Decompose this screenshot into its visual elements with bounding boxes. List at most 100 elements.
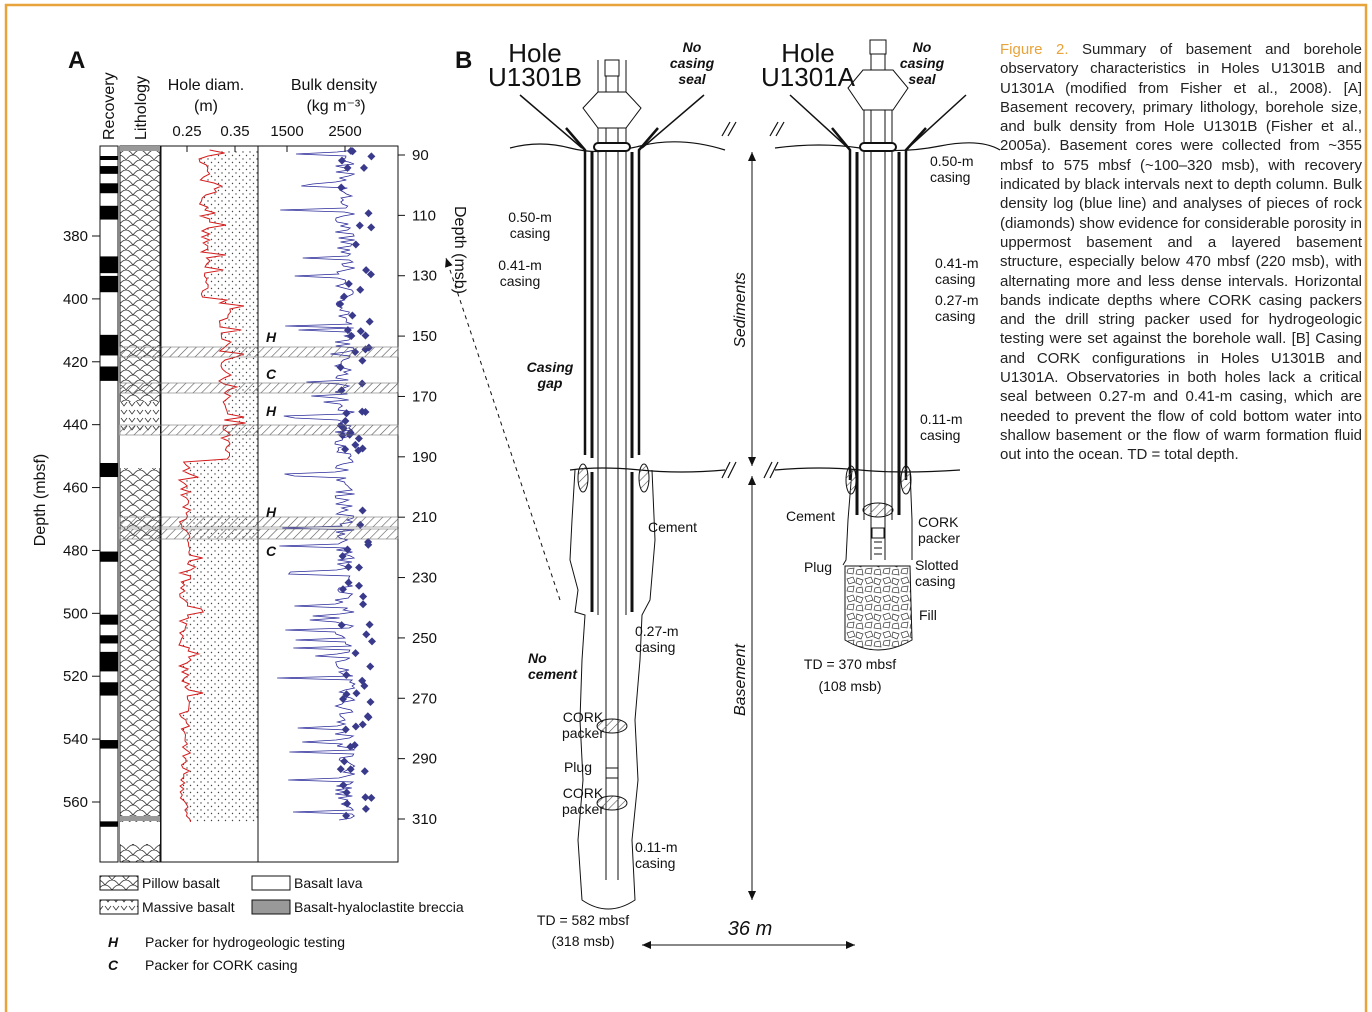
tick-label: 460: [63, 480, 88, 497]
density-sample: [365, 317, 374, 326]
column-header: Bulk density: [291, 77, 377, 94]
density-sample: [360, 681, 369, 690]
density-sample: [346, 146, 355, 155]
density-sample: [364, 209, 373, 218]
density-sample: [341, 445, 350, 454]
drawing-shape: [593, 142, 631, 152]
drawing-shape: [590, 152, 634, 612]
density-sample: [336, 765, 345, 774]
recovery-interval: [100, 275, 118, 293]
density-sample: [339, 695, 348, 704]
diagram-label: gap: [537, 375, 563, 391]
legend-symbol: C: [108, 957, 119, 973]
density-sample: [337, 183, 346, 192]
tick-label: 560: [63, 794, 88, 811]
recovery-interval: [100, 366, 118, 381]
drawing-shape: [847, 69, 909, 111]
diagram-label: (108 msb): [818, 678, 881, 694]
basalt-lava: [120, 432, 160, 468]
tick-label: 310: [412, 811, 437, 828]
diagram-label: seal: [678, 71, 706, 87]
diagram-label: casing: [510, 225, 550, 241]
panel-label: B: [455, 47, 472, 74]
density-sample: [344, 578, 353, 587]
caption-label: Figure 2.: [1000, 41, 1069, 58]
drawing-shape: [596, 795, 628, 811]
density-sample: [343, 799, 352, 808]
drawing-shape: [844, 565, 913, 651]
density-sample: [351, 240, 360, 249]
recovery-interval: [100, 821, 118, 827]
tick-label: 380: [63, 228, 88, 245]
diagram-label: CORK: [563, 709, 604, 725]
recovery-interval: [100, 635, 118, 644]
diagram-label: 0.11-m: [920, 411, 963, 427]
density-sample: [354, 434, 363, 443]
density-sample: [342, 409, 351, 418]
density-sample: [368, 637, 376, 646]
drawing-shape: [855, 152, 901, 515]
tick-label: 170: [412, 388, 437, 405]
recovery-column: [99, 145, 119, 863]
diagram-label: casing: [935, 271, 975, 287]
recovery-interval: [100, 256, 118, 274]
density-sample: [341, 416, 350, 425]
diagram-label: CORK: [563, 785, 604, 801]
diagram-label: 0.27-m: [935, 292, 979, 308]
packer-band: [119, 382, 399, 394]
diagram-label: No: [528, 650, 547, 666]
density-sample: [362, 266, 371, 275]
density-sample: [347, 332, 356, 341]
diagram-label: Hole: [508, 38, 561, 68]
density-sample: [367, 223, 376, 232]
recovery-interval: [100, 651, 118, 672]
legend-label: Basalt lava: [294, 875, 363, 891]
recovery-interval: [100, 334, 118, 356]
drawing-shape: [721, 121, 785, 479]
basalt-lava: [120, 822, 160, 844]
density-sample: [366, 698, 375, 707]
density-sample: [359, 592, 368, 601]
panel-label: A: [68, 47, 85, 74]
panel-a: A Recovery Lithology Hole diam. (m) Bulk dens…: [32, 47, 468, 973]
hole-diam-trace: [177, 149, 246, 823]
diagram-label: 0.41-m: [498, 257, 542, 273]
tick-label: 190: [412, 449, 437, 466]
density-sample: [358, 506, 367, 515]
drawing-shape: [774, 467, 961, 473]
density-sample: [360, 767, 369, 776]
drawing-shape: [845, 465, 857, 495]
diagram-label: casing: [635, 639, 675, 655]
density-sample: [336, 299, 345, 308]
drawing-shape: [871, 527, 885, 539]
diagram-label: U1301A: [761, 62, 856, 92]
tick-label: 110: [412, 207, 436, 224]
drawing-shape: [4, 3, 1368, 1012]
density-sample: [358, 356, 367, 365]
density-sample: [356, 327, 365, 336]
density-sample: [336, 363, 345, 372]
density-sample: [365, 620, 374, 629]
diagram-label: packer: [562, 801, 604, 817]
diagram-label: No: [683, 39, 702, 55]
density-sample: [346, 765, 355, 774]
drawing-shape: [869, 39, 887, 55]
tick-label: 480: [63, 542, 88, 559]
density-panel: [257, 145, 399, 863]
density-sample: [344, 562, 353, 571]
density-sample: [361, 804, 370, 813]
column-header: (kg m⁻³): [306, 98, 365, 115]
recovery-interval: [100, 166, 118, 174]
tick-label: 290: [412, 751, 437, 768]
density-sample: [352, 689, 361, 698]
drawing-shape: [831, 127, 927, 480]
diagram-label: casing: [900, 55, 945, 71]
diagram-label: casing: [670, 55, 715, 71]
breccia: [120, 816, 160, 821]
density-sample: [338, 156, 347, 165]
packer-band: [119, 516, 399, 528]
drawing-shape: [789, 94, 967, 149]
diagram-label: 0.27-m: [635, 623, 679, 639]
